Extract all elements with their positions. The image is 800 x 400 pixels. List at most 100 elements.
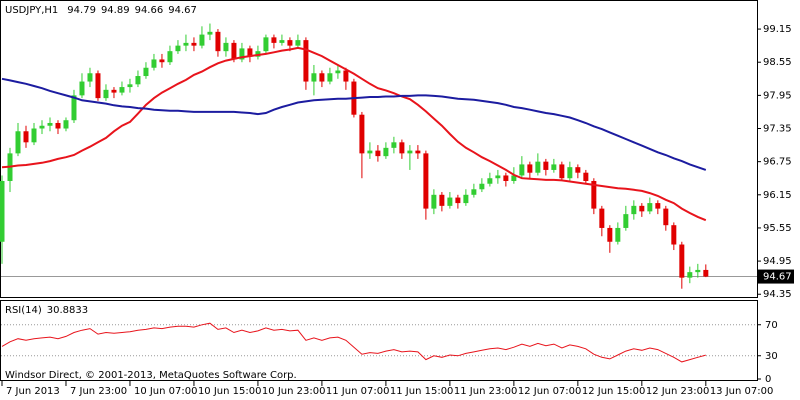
candle-body xyxy=(551,164,557,170)
x-tick-label: 13 Jun 07:00 xyxy=(710,386,774,397)
header-value: 94.89 xyxy=(101,5,130,16)
candle-body xyxy=(151,59,157,68)
candle-body xyxy=(583,172,589,181)
candle-body xyxy=(391,142,397,148)
candle-body xyxy=(431,194,437,209)
candle-body xyxy=(263,37,269,52)
candle-body xyxy=(287,40,293,46)
candle-body xyxy=(487,178,493,184)
candle-body xyxy=(31,128,37,143)
candle-body xyxy=(607,227,613,242)
candle-body xyxy=(535,161,541,173)
x-tick-label: 10 Jun 23:00 xyxy=(262,386,326,397)
candle-body xyxy=(383,147,389,157)
candle-body xyxy=(191,42,197,46)
candle-body xyxy=(359,114,365,154)
x-tick-label: 10 Jun 15:00 xyxy=(198,386,262,397)
x-tick-label: 12 Jun 15:00 xyxy=(582,386,646,397)
rsi-value: 30.8833 xyxy=(47,305,88,316)
y-tick-label: 97.35 xyxy=(763,124,792,135)
x-tick-label: 7 Jun 23:00 xyxy=(70,386,127,397)
candle-body xyxy=(655,203,661,209)
current-price-box xyxy=(758,269,794,284)
candle-body xyxy=(167,51,173,63)
candle-body xyxy=(591,180,597,209)
candle-body xyxy=(183,42,189,46)
candle-body xyxy=(663,208,669,226)
candle-body xyxy=(175,45,181,52)
candle-body xyxy=(415,150,421,154)
candle-body xyxy=(103,89,109,99)
price-panel xyxy=(0,0,758,298)
candle-body xyxy=(503,175,509,181)
x-tick-label: 10 Jun 07:00 xyxy=(134,386,198,397)
x-tick-label: 12 Jun 23:00 xyxy=(646,386,710,397)
candle-body xyxy=(695,269,701,273)
moving-average xyxy=(1,77,707,171)
candle-body xyxy=(135,76,141,85)
rsi-tick-label: 70 xyxy=(765,320,778,331)
candle-body xyxy=(367,150,373,154)
candle-body xyxy=(143,67,149,77)
candle-body xyxy=(407,150,413,154)
candle-body xyxy=(319,73,325,82)
header-value: 94.66 xyxy=(135,5,164,16)
y-tick-label: 96.15 xyxy=(763,190,792,201)
candle-body xyxy=(455,197,461,204)
candle-body xyxy=(87,73,93,82)
candle-body xyxy=(207,31,213,35)
rsi-panel xyxy=(0,300,758,381)
y-tick-label: 94.35 xyxy=(763,289,792,300)
candle-body xyxy=(343,70,349,82)
rsi-line xyxy=(1,322,706,363)
candle-body xyxy=(511,175,517,181)
candle-body xyxy=(199,34,205,46)
candle-body xyxy=(623,214,629,228)
candle-body xyxy=(223,42,229,52)
candle-body xyxy=(479,183,485,190)
y-tick-label: 95.55 xyxy=(763,223,792,234)
candle-body xyxy=(527,164,533,173)
candle-body xyxy=(95,73,101,99)
candle-body xyxy=(335,70,341,74)
copyright: Windsor Direct, © 2001-2013, MetaQuotes … xyxy=(5,370,297,381)
candle-body xyxy=(311,73,317,82)
candle-body xyxy=(567,167,573,179)
candle-body xyxy=(575,167,581,173)
candle-body xyxy=(327,73,333,82)
candle-body xyxy=(255,51,261,57)
candle-body xyxy=(599,208,605,228)
candle-body xyxy=(0,180,5,242)
header-value: 94.79 xyxy=(67,5,96,16)
header-value: 94.67 xyxy=(168,5,197,16)
candle-body xyxy=(47,122,53,126)
candle-body xyxy=(271,37,277,43)
candle-body xyxy=(375,150,381,157)
candle-body xyxy=(279,40,285,43)
candle-body xyxy=(687,272,693,278)
candle-body xyxy=(543,161,549,170)
candle-body xyxy=(63,120,69,129)
candle-body xyxy=(79,81,85,96)
candle-body xyxy=(111,89,117,93)
candle-body xyxy=(679,244,685,278)
candle-body xyxy=(463,194,469,204)
candle-body xyxy=(23,131,29,143)
candle-body xyxy=(15,131,21,154)
candle-body xyxy=(303,40,309,82)
candle-body xyxy=(519,164,525,176)
candle-body xyxy=(55,122,61,129)
candle-body xyxy=(215,31,221,52)
candle-body xyxy=(447,197,453,206)
candle-body xyxy=(615,227,621,242)
y-tick-label: 96.75 xyxy=(763,157,792,168)
moving-average xyxy=(1,46,707,222)
candle-body xyxy=(559,164,565,179)
candle-body xyxy=(231,42,237,60)
y-tick-label: 99.15 xyxy=(763,24,792,35)
candle-body xyxy=(671,225,677,245)
candle-body xyxy=(471,189,477,195)
candle-body xyxy=(639,205,645,212)
